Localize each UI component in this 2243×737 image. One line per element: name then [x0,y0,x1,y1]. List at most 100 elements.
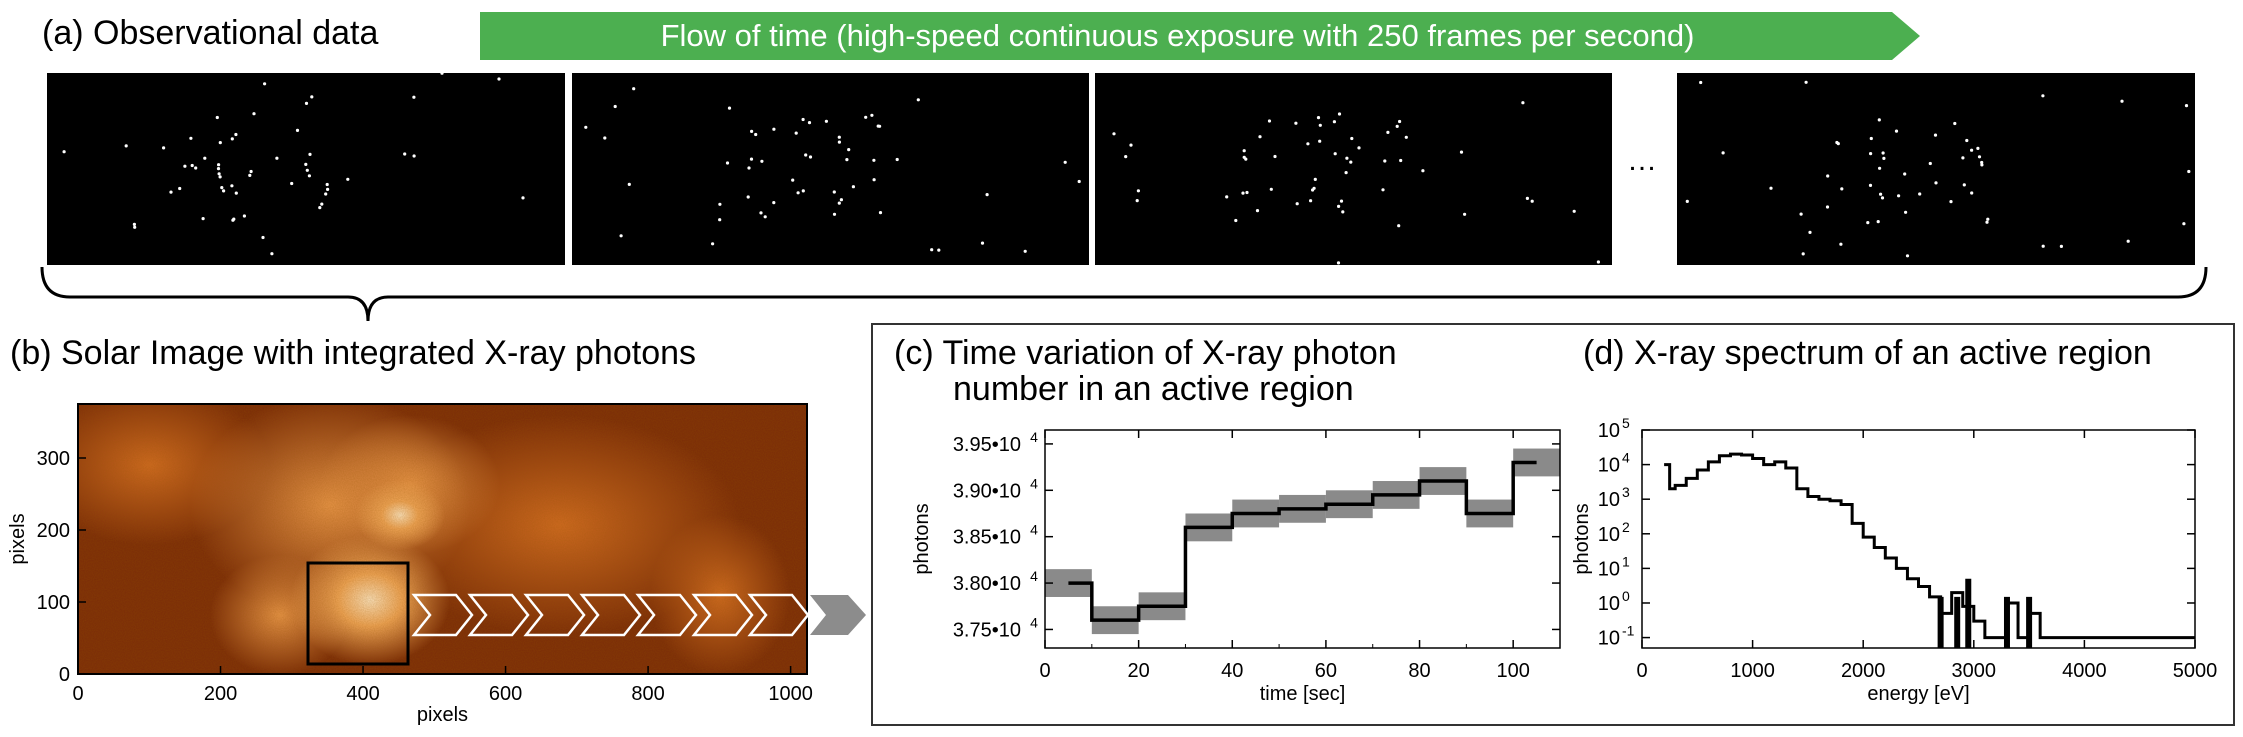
photon-dot [895,157,899,162]
photon-dot [749,157,754,161]
photon-dot [230,137,234,141]
photon-dot [807,121,812,125]
photon-dot [1357,146,1361,150]
photon-dot [1894,129,1899,133]
photon-dot [232,217,236,221]
photon-dot [249,169,253,174]
photon-dot [1866,221,1870,225]
photon-dot [1309,199,1313,203]
d-ylabel: photons [1571,503,1593,574]
photon-dot [1962,183,1966,187]
chevron-outline [523,593,586,637]
photon-dot [215,115,219,120]
photon-dot [2184,104,2189,108]
photon-dot [824,119,828,123]
solar-image-frame [77,403,808,675]
photon-dot [1685,199,1689,203]
c-ytick-label: 3.85•10 [953,527,1021,549]
photon-dot [603,136,607,140]
photon-dot [1336,261,1341,265]
photon-dot [234,132,238,137]
photon-dot [1934,181,1938,185]
photon-dot [412,154,416,158]
photon-dot [2120,99,2124,103]
photon-dot [754,132,758,137]
photon-dot [839,198,843,202]
active-region-box [306,561,410,666]
photon-dot [1869,152,1873,156]
photon-dot [1398,119,1402,124]
photon-dot [1903,172,1907,176]
photon-dot [845,158,849,162]
frame-1-dots [62,73,525,256]
d-ytick-exp: 0 [1622,588,1630,604]
c-ylabel: photons [911,503,933,574]
photon-dot [1949,200,1953,204]
integration-brace [40,266,2208,322]
d-xtick-label: 3000 [1952,660,1997,682]
photon-dot [791,178,795,182]
panel-b-title: (b) Solar Image with integrated X-ray ph… [10,334,697,372]
photon-dot [1977,155,1982,159]
photon-dot [1063,160,1067,164]
photon-dot [1332,120,1336,124]
photon-dot [916,98,920,102]
photon-dot [1337,112,1342,116]
photon-dot [1421,169,1425,173]
photon-dot [220,186,224,190]
photon-dot [295,128,300,132]
photon-dot [201,217,205,221]
d-xtick-label: 1000 [1730,660,1775,682]
photon-dot [1399,158,1403,163]
photon-dot [1769,186,1773,190]
time-variation-svg: 0 20 40 60 80 100 3.75•10 4 3.80•10 4 3.85•10 4 3.90… [911,429,1561,705]
frame-n [1677,73,2195,265]
photon-dot [772,127,776,131]
photon-dot [1879,192,1883,196]
photon-dot [308,152,312,156]
d-ytick-label: 10 [1598,420,1620,442]
photon-dot [1835,140,1839,145]
c-ytick-exp: 4 [1030,568,1038,584]
photon-dot [801,117,805,122]
photon-dot [162,146,166,150]
time-flow-label: Flow of time (high-speed continuous expo… [660,18,1695,53]
photon-dot [310,95,314,99]
d-ytick-label: 10 [1598,524,1620,546]
photon-dot [718,202,722,206]
c-ytick-exp: 4 [1030,475,1038,491]
photon-dot [1905,254,1910,258]
d-xtick-label: 4000 [2062,660,2107,682]
photon-dot [62,150,66,154]
photon-dot [584,125,588,129]
spectrum-chart: 0 1000 2000 3000 4000 5000 10 -1 10 0 10 1 10 2 10 3 10 4… [1570,415,2230,725]
photon-dot [497,77,501,81]
photon-dot [1313,177,1317,181]
chevron-outline [467,593,530,637]
c-ytick-label: 3.80•10 [953,573,1021,595]
frame-3-dots [1112,101,1600,265]
photon-dot [808,155,813,159]
b-xlabel: pixels [417,704,468,726]
b-xtick-label: 200 [204,683,237,705]
photon-dot [252,112,256,116]
d-ytick-label: 10 [1598,489,1620,511]
c-xtick-label: 100 [1496,660,1529,682]
solar-image-svg: 0 200 400 600 800 1000 0 100 200 300 pixels pixels [7,403,866,726]
photon-dot [217,163,221,167]
photon-dot [307,174,311,178]
photon-dot [804,153,808,157]
photon-dot [1897,194,1901,198]
photon-dot [1241,191,1245,195]
photon-dot [403,152,407,156]
photon-dot [627,182,631,186]
b-xtick-label: 800 [631,683,664,705]
photon-dot [1306,142,1310,146]
d-ytick-label: 10 [1598,628,1620,650]
c-xtick-label: 20 [1128,660,1150,682]
d-xlabel: energy [eV] [1867,683,1969,705]
photon-dot [1868,183,1873,187]
photon-dot [412,95,416,99]
photon-dot [194,166,198,170]
photon-dot [304,101,309,105]
